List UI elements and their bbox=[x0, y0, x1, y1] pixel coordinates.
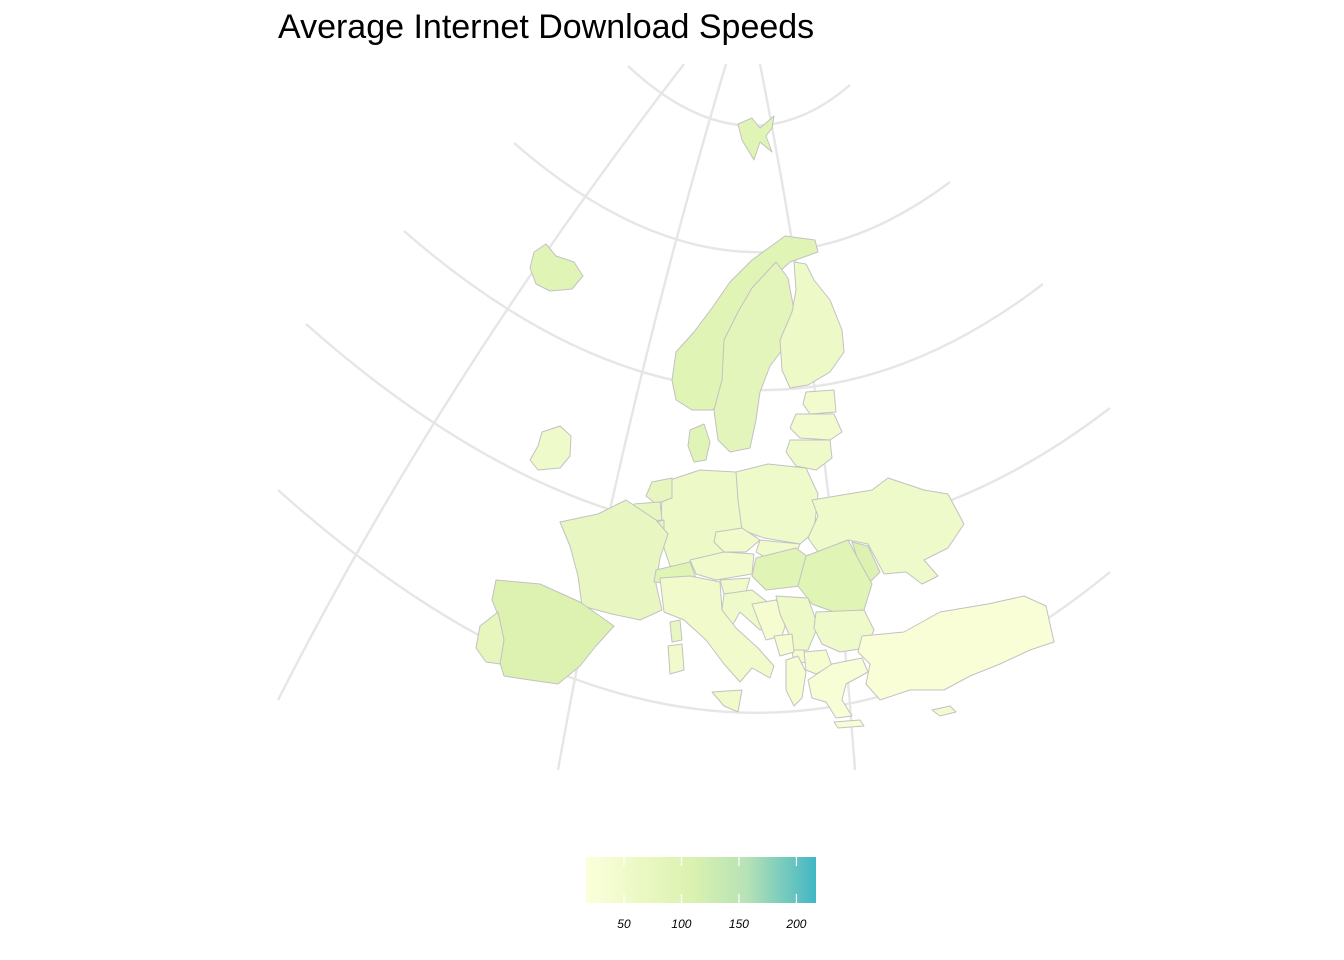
graticule-parallel bbox=[513, 142, 951, 254]
legend-tick-label: 50 bbox=[617, 917, 631, 931]
countries bbox=[475, 115, 1055, 729]
region-turkey bbox=[857, 595, 1055, 701]
region-corsica bbox=[669, 619, 683, 643]
region-latvia bbox=[789, 413, 843, 441]
graticule-meridian bbox=[556, 63, 728, 771]
page-title: Average Internet Download Speeds bbox=[278, 8, 815, 46]
legend-tick-label: 100 bbox=[671, 917, 691, 931]
region-sardinia bbox=[667, 643, 685, 675]
legend-tick-label: 200 bbox=[785, 917, 806, 931]
region-italy bbox=[659, 575, 775, 683]
region-iceland bbox=[529, 243, 584, 292]
legend-colorbar bbox=[586, 857, 816, 903]
region-denmark bbox=[687, 423, 711, 463]
graticule-parallel bbox=[627, 65, 851, 127]
region-norway bbox=[671, 235, 819, 411]
region-lithuania bbox=[785, 439, 833, 471]
legend-tick-label: 150 bbox=[729, 917, 749, 931]
region-finland bbox=[779, 261, 845, 389]
region-svalbard bbox=[737, 115, 775, 161]
region-montenegro bbox=[773, 633, 795, 657]
legend-labels: 50 100 150 200 bbox=[617, 917, 807, 931]
region-albania bbox=[785, 655, 807, 707]
region-cyprus bbox=[931, 705, 957, 717]
region-ireland bbox=[529, 425, 572, 471]
region-portugal bbox=[475, 611, 505, 665]
region-crete bbox=[833, 719, 865, 729]
region-greece bbox=[807, 657, 869, 719]
region-estonia bbox=[802, 389, 837, 415]
region-czechia bbox=[713, 527, 761, 553]
legend-ticks bbox=[623, 857, 798, 903]
region-sicily bbox=[711, 689, 743, 713]
region-netherlands bbox=[645, 477, 673, 505]
legend: 50 100 150 200 bbox=[586, 857, 816, 931]
graticule-meridian bbox=[276, 63, 685, 701]
region-france bbox=[559, 499, 669, 621]
region-bulgaria bbox=[813, 609, 875, 653]
region-ukraine bbox=[807, 477, 965, 585]
